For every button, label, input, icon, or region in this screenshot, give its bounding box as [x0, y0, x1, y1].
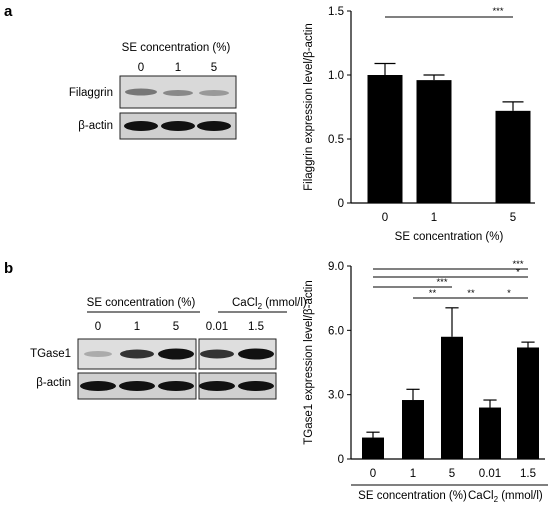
- significance-label: **: [429, 288, 437, 299]
- blot-b-header-se: SE concentration (%): [87, 297, 196, 309]
- blot-a-actin-band-2: [161, 121, 195, 131]
- blot-a-row-filaggrin: Filaggrin: [69, 87, 113, 99]
- y-tick-label: 0: [338, 454, 344, 466]
- blot-a-header: SE concentration (%): [122, 42, 231, 54]
- blot-b-header-ca: CaCl2 (mmol/l): [232, 297, 307, 311]
- significance-label: **: [467, 288, 475, 299]
- blot-a-filaggrin-band-1: [125, 88, 157, 96]
- category-label-5: 5: [449, 468, 455, 480]
- blot-a-actin-band-3: [197, 121, 231, 131]
- bar-0.01: [479, 407, 501, 459]
- blot-b-tgase-band-2: [120, 349, 154, 359]
- blot-b-actin-band-5: [238, 381, 274, 391]
- blot-b-header-ca-sub: 2: [258, 302, 263, 311]
- x-axis-label: SE concentration (%): [395, 231, 504, 243]
- blot-b: SE concentration (%) CaCl2 (mmol/l) 0 1 …: [30, 297, 307, 400]
- category-label-0.01: 0.01: [479, 468, 501, 480]
- blot-b-tgase-band-1: [84, 351, 112, 357]
- blot-b-lane-2: 5: [173, 321, 179, 333]
- significance-label: ***: [512, 259, 523, 270]
- blot-b-row-actin: β-actin: [36, 377, 71, 389]
- group-label-se: SE concentration (%): [358, 490, 467, 502]
- blot-b-tgase-band-4: [200, 349, 234, 359]
- significance-label: ***: [492, 6, 503, 17]
- blot-b-lane-0: 0: [95, 321, 101, 333]
- y-tick-label: 1.5: [328, 6, 344, 18]
- blot-b-actin-band-1: [80, 381, 116, 391]
- category-label-0: 0: [382, 212, 388, 224]
- blot-b-row-tgase1: TGase1: [30, 348, 71, 360]
- bar-0: [362, 437, 384, 459]
- group-label-ca: CaCl2 (mmol/l): [468, 490, 543, 504]
- y-tick-label: 0: [338, 198, 344, 210]
- category-label-1: 1: [431, 212, 437, 224]
- blot-b-lane-3: 0.01: [206, 321, 228, 333]
- chart-a: 0 0.5 1.0 1.5 Filaggrin expression level/β-a…: [303, 6, 535, 243]
- blot-a-actin-band-1: [124, 121, 158, 131]
- category-label-5: 5: [510, 212, 516, 224]
- bar-5: [495, 110, 531, 203]
- blot-b-actin-band-3: [158, 381, 194, 391]
- blot-b-lane-4: 1.5: [248, 321, 264, 333]
- blot-b-header-ca-suffix: (mmol/l): [262, 297, 307, 309]
- group-label-ca-suffix: (mmol/l): [498, 490, 543, 502]
- y-axis-label: TGase1 expression level/β-actin: [303, 280, 315, 445]
- group-label-ca-prefix: CaCl: [468, 490, 494, 502]
- y-tick-label: 1.0: [328, 70, 344, 82]
- category-label-1.5: 1.5: [520, 468, 536, 480]
- blot-a-lane-1: 1: [175, 62, 181, 74]
- blot-b-actin-band-2: [119, 381, 155, 391]
- significance-label: ***: [436, 277, 447, 288]
- blot-b-tgase-band-3: [158, 348, 194, 360]
- significance-label: *: [516, 267, 520, 278]
- blot-b-lane-1: 1: [134, 321, 140, 333]
- blot-b-header-ca-prefix: CaCl: [232, 297, 258, 309]
- bar-1.5: [517, 347, 539, 459]
- significance-label: *: [507, 288, 511, 299]
- y-tick-label: 3.0: [328, 390, 344, 402]
- blot-a-filaggrin-band-2: [163, 90, 193, 96]
- chart-b: 0 3.0 6.0 9.0 TGase1 expression level/β-acti…: [303, 259, 548, 504]
- blot-a-row-actin: β-actin: [78, 120, 113, 132]
- blot-a-lane-0: 0: [138, 62, 144, 74]
- category-label-1: 1: [410, 468, 416, 480]
- blot-a-lane-2: 5: [211, 62, 217, 74]
- bar-0: [367, 75, 403, 203]
- group-label-ca-sub: 2: [494, 495, 499, 504]
- y-axis-label: Filaggrin expression level/β-actin: [303, 23, 315, 191]
- blot-a-filaggrin-band-3: [199, 90, 229, 96]
- bar-5: [441, 336, 463, 459]
- blot-a: SE concentration (%) 0 1 5 Filaggrin β-a…: [69, 42, 237, 140]
- blot-b-actin-band-4: [199, 381, 235, 391]
- bar-1: [416, 80, 452, 203]
- y-tick-label: 0.5: [328, 134, 344, 146]
- bar-1: [402, 400, 424, 459]
- blot-b-tgase-band-5: [238, 348, 274, 360]
- panel-b-letter: b: [4, 260, 13, 277]
- category-label-0: 0: [370, 468, 376, 480]
- y-tick-label: 9.0: [328, 261, 344, 273]
- panel-a-letter: a: [4, 3, 13, 20]
- y-tick-label: 6.0: [328, 325, 344, 337]
